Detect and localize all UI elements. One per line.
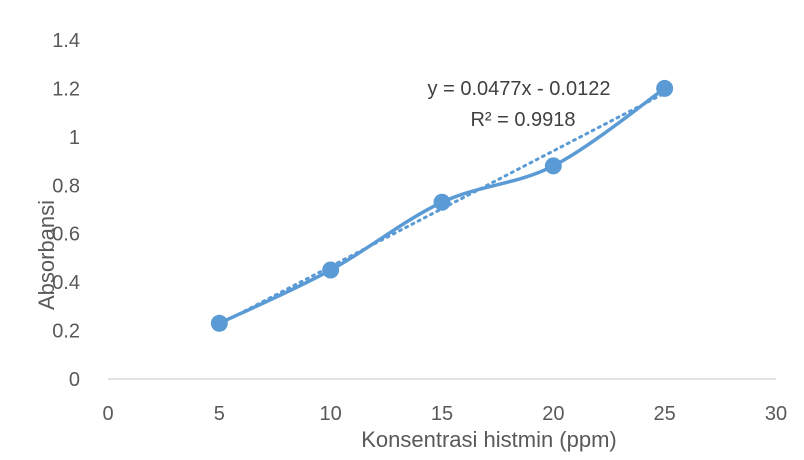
series-layer	[210, 79, 674, 332]
y-tick-label: 1.2	[52, 78, 80, 100]
x-tick-label: 20	[542, 403, 564, 425]
data-point	[656, 79, 674, 97]
x-tick-label: 0	[102, 403, 113, 425]
y-tick-label: 1.4	[52, 30, 80, 52]
x-tick-label: 5	[214, 403, 225, 425]
y-tick-label: 0.4	[52, 272, 80, 294]
y-axis-title: Absorbansi	[34, 200, 59, 310]
x-tick-label: 15	[431, 403, 453, 425]
x-tick-label: 25	[654, 403, 676, 425]
y-tick-label: 0.2	[52, 321, 80, 343]
data-point	[210, 314, 228, 332]
data-point	[433, 193, 451, 211]
y-tick-label: 1	[69, 127, 80, 149]
x-tick-label: 30	[765, 403, 787, 425]
y-tick-label: 0	[69, 369, 80, 391]
data-point	[544, 157, 562, 175]
y-tick-label: 0.8	[52, 175, 80, 197]
y-tick-label: 0.6	[52, 224, 80, 246]
label-layer: y = 0.0477x - 0.0122 R² = 0.9918 Konsent…	[34, 30, 787, 452]
trendline-equation: y = 0.0477x - 0.0122	[428, 78, 611, 100]
trendline-r-squared: R² = 0.9918	[470, 109, 575, 131]
data-point	[322, 261, 340, 279]
x-tick-label: 10	[320, 403, 342, 425]
x-axis-title: Konsentrasi histmin (ppm)	[361, 427, 617, 452]
